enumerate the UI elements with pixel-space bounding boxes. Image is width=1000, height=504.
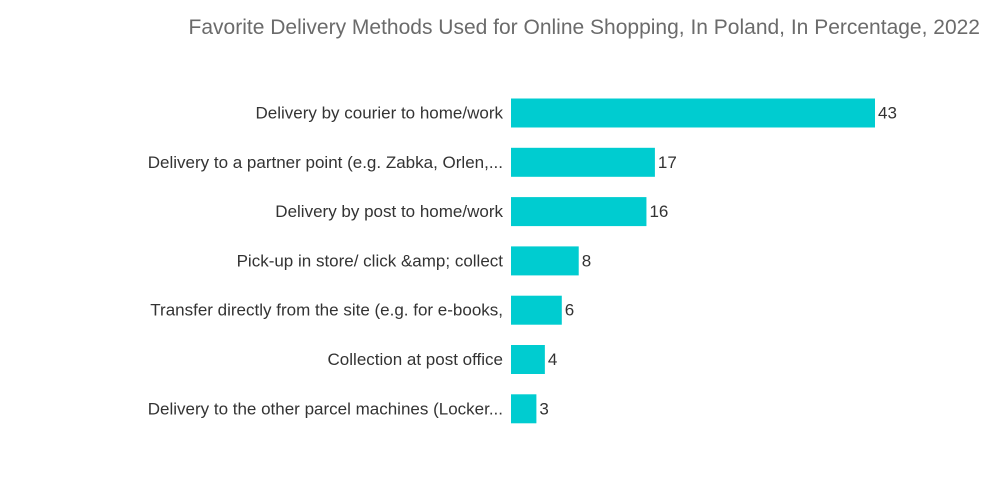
bar [511, 295, 562, 325]
category-label: Transfer directly from the site (e.g. fo… [150, 301, 503, 320]
value-label: 17 [658, 153, 677, 172]
category-label: Pick-up in store/ click &amp; collect [237, 251, 504, 270]
value-label: 43 [878, 104, 897, 123]
bar [511, 98, 875, 128]
value-label: 4 [548, 350, 557, 369]
category-label: Delivery by courier to home/work [255, 104, 503, 123]
chart-title: Favorite Delivery Methods Used for Onlin… [188, 16, 980, 39]
bar [511, 345, 545, 374]
value-label: 16 [649, 202, 668, 221]
value-label: 6 [565, 301, 574, 320]
category-label: Delivery to a partner point (e.g. Zabka,… [148, 153, 503, 172]
value-label: 8 [582, 251, 591, 270]
bar [511, 246, 579, 276]
category-label: Delivery to the other parcel machines (L… [148, 399, 503, 418]
bars-layer: Delivery by courier to home/work 43Delive… [148, 98, 897, 424]
bar [511, 394, 537, 424]
bar [511, 147, 655, 177]
bar [511, 197, 647, 227]
category-label: Delivery by post to home/work [275, 202, 503, 221]
value-label: 3 [539, 399, 548, 418]
category-label: Collection at post office [328, 350, 503, 369]
